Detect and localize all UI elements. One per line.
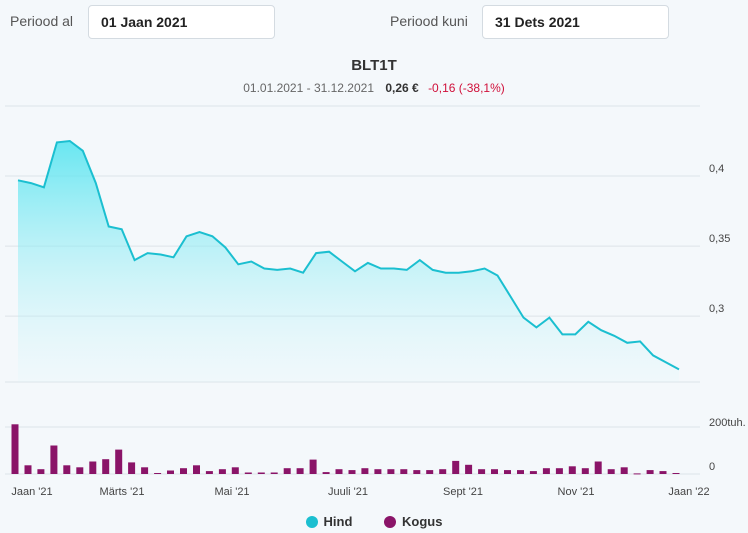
volume-bar bbox=[102, 459, 110, 474]
x-axis-labels: Jaan '21 Märts '21 Mai '21 Juuli '21 Sept '2… bbox=[11, 486, 709, 498]
volume-bar bbox=[568, 466, 576, 474]
legend-label-volume: Kogus bbox=[402, 514, 443, 529]
volume-bar bbox=[672, 473, 680, 474]
volume-bar bbox=[620, 467, 628, 474]
volume-bar bbox=[115, 449, 123, 474]
price-change: -0,16 (-38,1%) bbox=[428, 81, 505, 95]
volume-bar bbox=[633, 473, 641, 475]
volume-tick-label: 200tuh. bbox=[709, 417, 746, 429]
volume-bar bbox=[257, 472, 265, 474]
volume-bar bbox=[517, 470, 524, 474]
price-tick-label: 0,4 bbox=[709, 163, 724, 175]
volume-bar bbox=[167, 470, 174, 474]
volume-bar bbox=[50, 445, 58, 474]
volume-bar bbox=[89, 461, 97, 474]
volume-bar bbox=[465, 464, 473, 474]
volume-bar bbox=[218, 469, 226, 474]
volume-bar bbox=[555, 468, 563, 474]
volume-bar bbox=[205, 471, 213, 474]
volume-bar bbox=[581, 468, 589, 474]
volume-bar bbox=[322, 472, 330, 474]
volume-bar bbox=[141, 467, 149, 474]
volume-bar bbox=[504, 470, 511, 474]
volume-bar bbox=[76, 467, 84, 474]
period-from-input[interactable]: 01 Jaan 2021 bbox=[88, 5, 275, 39]
volume-bar bbox=[374, 469, 382, 474]
price-line bbox=[17, 139, 680, 371]
volume-bar bbox=[452, 460, 460, 474]
volume-bar bbox=[478, 469, 486, 474]
legend-dot-price bbox=[305, 515, 318, 528]
x-tick-label: Jaan '21 bbox=[11, 486, 52, 498]
volume-bar bbox=[426, 470, 434, 474]
period-range: 01.01.2021 - 31.12.2021 bbox=[243, 81, 374, 95]
volume-bar bbox=[270, 472, 278, 474]
volume-bar bbox=[24, 465, 32, 474]
legend-dot-volume bbox=[384, 515, 397, 528]
price-axis-labels: 0,3 0,35 0,4 bbox=[709, 163, 730, 315]
x-tick-label: Sept '21 bbox=[443, 486, 483, 498]
current-price: 0,26 € bbox=[385, 81, 419, 95]
price-tick-label: 0,3 bbox=[709, 303, 724, 315]
volume-bar bbox=[361, 468, 369, 474]
volume-bar bbox=[400, 469, 408, 474]
price-tick-label: 0,35 bbox=[709, 233, 730, 245]
volume-bar bbox=[244, 472, 252, 474]
volume-bar bbox=[439, 469, 447, 474]
period-from-label: Periood al bbox=[10, 13, 74, 29]
volume-bar bbox=[646, 470, 654, 474]
volume-bars bbox=[11, 424, 680, 475]
price-area bbox=[18, 141, 679, 382]
chart-title: BLT1T bbox=[351, 57, 397, 74]
period-to-input[interactable]: 31 Dets 2021 bbox=[482, 5, 669, 39]
volume-bar bbox=[348, 470, 356, 474]
volume-bar bbox=[491, 469, 498, 474]
volume-bar bbox=[413, 470, 421, 474]
volume-bar bbox=[180, 468, 187, 474]
x-tick-label: Mai '21 bbox=[214, 486, 249, 498]
volume-bar bbox=[11, 424, 19, 474]
volume-bar bbox=[607, 469, 615, 474]
volume-bar bbox=[335, 469, 343, 474]
volume-bar bbox=[231, 467, 239, 474]
x-tick-label: Nov '21 bbox=[558, 486, 595, 498]
volume-bar bbox=[128, 462, 136, 474]
volume-bar bbox=[529, 471, 537, 474]
volume-bar bbox=[542, 468, 550, 474]
volume-axis-labels: 0 200tuh. bbox=[709, 417, 746, 473]
period-to-label: Periood kuni bbox=[390, 13, 468, 29]
legend-label-price: Hind bbox=[323, 514, 353, 529]
x-tick-label: Märts '21 bbox=[100, 486, 145, 498]
legend-item-price[interactable]: Hind bbox=[305, 514, 353, 529]
volume-bar bbox=[659, 471, 667, 474]
volume-bar bbox=[387, 469, 395, 474]
volume-bar bbox=[309, 459, 317, 474]
volume-bar bbox=[594, 461, 602, 474]
x-tick-label: Jaan '22 bbox=[668, 486, 709, 498]
volume-bar bbox=[283, 468, 291, 474]
volume-bar bbox=[296, 468, 304, 474]
volume-bar bbox=[37, 469, 45, 474]
legend-item-volume[interactable]: Kogus bbox=[384, 514, 442, 529]
volume-bar bbox=[63, 465, 71, 474]
volume-bar bbox=[193, 465, 200, 474]
chart-subtitle: 01.01.2021 - 31.12.2021 0,26 € -0,16 (-3… bbox=[0, 81, 748, 95]
volume-tick-label: 0 bbox=[709, 461, 715, 473]
legend: Hind Kogus bbox=[0, 514, 748, 531]
volume-bar bbox=[154, 473, 162, 474]
x-tick-label: Juuli '21 bbox=[328, 486, 368, 498]
